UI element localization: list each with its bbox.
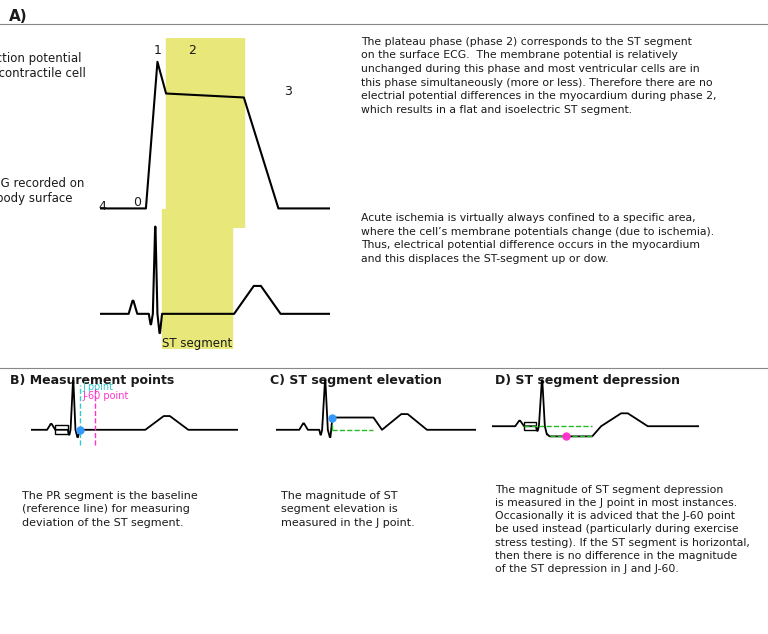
Text: The plateau phase (phase 2) corresponds to the ST segment
on the surface ECG.  T: The plateau phase (phase 2) corresponds … xyxy=(361,37,717,115)
Text: 3: 3 xyxy=(284,85,292,98)
Text: 1: 1 xyxy=(154,44,161,57)
Text: 4: 4 xyxy=(99,200,107,213)
Text: The magnitude of ST
segment elevation is
measured in the J point.: The magnitude of ST segment elevation is… xyxy=(281,491,415,528)
Bar xyxy=(524,422,536,430)
Text: B) Measurement points: B) Measurement points xyxy=(11,374,174,387)
Text: 2: 2 xyxy=(188,44,196,57)
Bar xyxy=(55,425,68,434)
Text: The magnitude of ST segment depression
is measured in the J point in most instan: The magnitude of ST segment depression i… xyxy=(495,485,750,574)
Text: A): A) xyxy=(9,9,28,24)
Text: J point: J point xyxy=(83,382,114,392)
Text: Acute ischemia is virtually always confined to a specific area,
where the cell’s: Acute ischemia is virtually always confi… xyxy=(361,213,714,264)
Text: Action potential
in contractile cell: Action potential in contractile cell xyxy=(0,52,85,80)
Text: C) ST segment elevation: C) ST segment elevation xyxy=(270,374,442,387)
Text: The PR segment is the baseline
(reference line) for measuring
deviation of the S: The PR segment is the baseline (referenc… xyxy=(22,491,198,528)
Text: ECG recorded on
body surface: ECG recorded on body surface xyxy=(0,178,84,205)
Text: D) ST segment depression: D) ST segment depression xyxy=(495,374,680,387)
Text: ST segment: ST segment xyxy=(162,337,232,350)
Bar xyxy=(162,209,232,349)
Text: 0: 0 xyxy=(134,196,141,209)
Bar xyxy=(166,38,243,228)
Text: J-60 point: J-60 point xyxy=(83,391,129,401)
